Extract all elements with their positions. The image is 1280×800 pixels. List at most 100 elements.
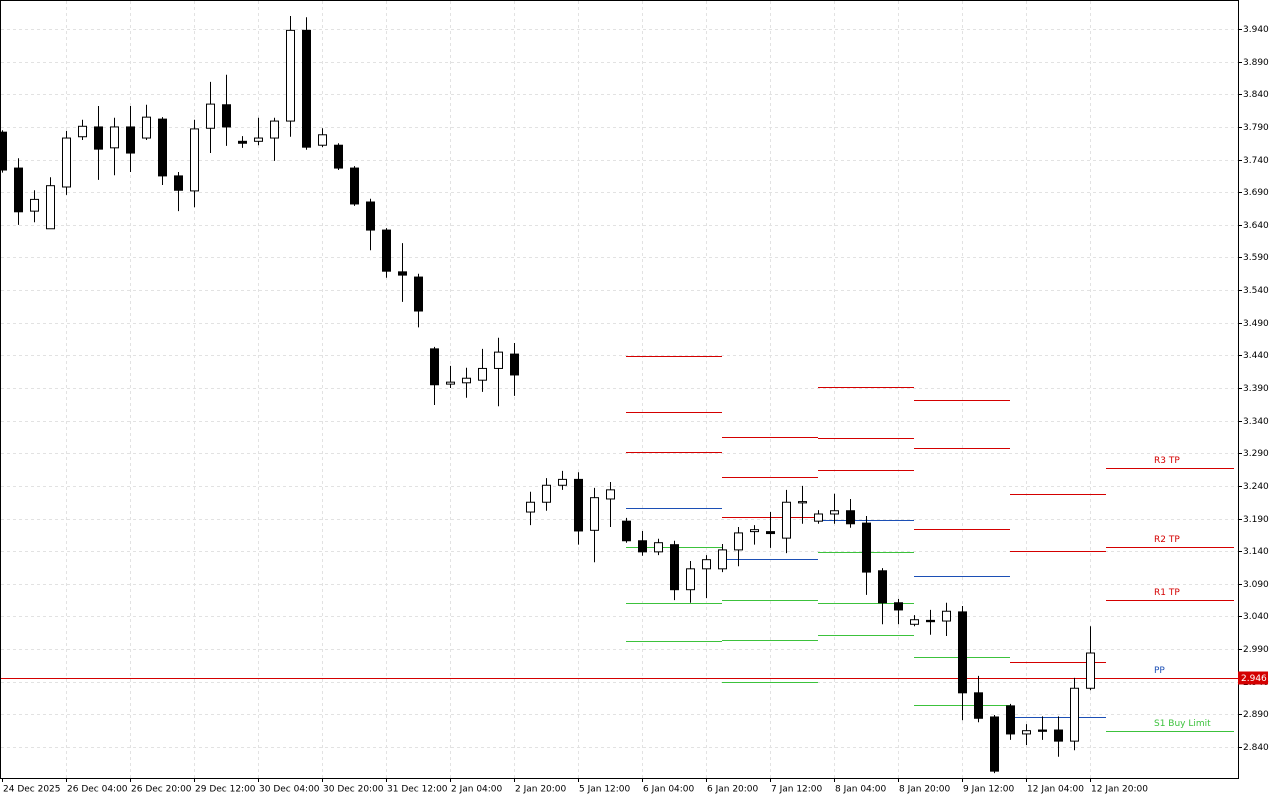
pivot-label: PP	[1154, 666, 1165, 676]
y-tick-label: 3.440	[1243, 351, 1269, 361]
candle-body	[702, 559, 711, 570]
candle-body	[30, 198, 39, 212]
y-tick-label: 3.890	[1243, 58, 1269, 68]
y-tick-label: 3.740	[1243, 156, 1269, 166]
grid	[1, 1, 1238, 778]
candle-body	[878, 570, 887, 604]
candle-body	[526, 501, 535, 513]
candle-body	[606, 489, 615, 500]
candle-body	[478, 367, 487, 381]
candle-body	[590, 497, 599, 531]
candle-body	[846, 510, 855, 525]
pivot-label: R1 TP	[1154, 588, 1180, 598]
x-tick-label: 5 Jan 12:00	[579, 785, 631, 795]
pivot-label: S1 Buy Limit	[1154, 719, 1211, 729]
candle-body	[670, 544, 679, 591]
candle-body	[286, 29, 295, 122]
y-tick-label: 3.390	[1243, 384, 1269, 394]
candle-body	[302, 29, 311, 148]
candle-body	[1054, 729, 1063, 742]
candle-body	[574, 478, 583, 532]
x-tick-label: 2 Jan 04:00	[451, 785, 503, 795]
candle-body	[494, 351, 503, 369]
candle-body	[1038, 729, 1047, 732]
current-price-box	[1238, 671, 1268, 685]
candle-body	[542, 484, 551, 503]
x-tick-label: 30 Dec 20:00	[323, 785, 384, 795]
candle-body	[254, 137, 263, 142]
current-price-label: 2.946	[1241, 674, 1267, 684]
candle-body	[1, 131, 7, 171]
candle-body	[734, 532, 743, 551]
x-tick-label: 26 Dec 20:00	[131, 785, 192, 795]
y-tick-label: 3.840	[1243, 90, 1269, 100]
candle-body	[238, 140, 247, 144]
candle-body	[270, 120, 279, 139]
plot-area: R3 TP R2 TP R1 TP PP S1 Buy Limit	[1, 15, 1238, 774]
candle-body	[1070, 687, 1079, 742]
y-tick-label: 3.940	[1243, 25, 1269, 35]
candle-body	[718, 549, 727, 570]
candle-body	[350, 167, 359, 205]
x-tick-label: 30 Dec 04:00	[259, 785, 320, 795]
candle-body	[110, 126, 119, 149]
candle-body	[558, 478, 567, 486]
candle-body	[766, 531, 775, 535]
candle-body	[398, 271, 407, 276]
candle-body	[78, 125, 87, 138]
pivot-label: R2 TP	[1154, 535, 1180, 545]
candle-body	[510, 353, 519, 376]
candle-body	[366, 201, 375, 231]
y-tick-label: 2.840	[1243, 743, 1269, 753]
candle-body	[958, 611, 967, 694]
candle-body	[654, 542, 663, 553]
candle-body	[142, 116, 151, 139]
candle-body	[382, 229, 391, 272]
y-tick-label: 3.790	[1243, 123, 1269, 133]
x-tick-label: 6 Jan 20:00	[707, 785, 759, 795]
y-tick-label: 3.090	[1243, 580, 1269, 590]
candle-body	[942, 610, 951, 622]
candle-body	[94, 126, 103, 150]
x-tick-label: 2 Jan 20:00	[515, 785, 567, 795]
x-tick-label: 31 Dec 12:00	[387, 785, 448, 795]
candle-body	[798, 501, 807, 504]
y-tick-label: 3.540	[1243, 286, 1269, 296]
y-tick-label: 3.240	[1243, 482, 1269, 492]
candle-body	[926, 619, 935, 623]
axes: 3.940 3.890 3.840 3.790 3.740 3.690 3.640 3.590…	[2, 25, 1269, 795]
x-tick-label: 6 Jan 04:00	[643, 785, 695, 795]
pivot-label: R3 TP	[1154, 456, 1180, 466]
candle-body	[686, 568, 695, 591]
candle-body	[318, 134, 327, 146]
y-tick-label: 2.990	[1243, 645, 1269, 655]
candle-body	[190, 128, 199, 192]
candle-body	[830, 510, 839, 515]
candle-body	[622, 520, 631, 542]
candle-body	[14, 167, 23, 213]
x-tick-label: 12 Jan 04:00	[1027, 785, 1084, 795]
y-tick-label: 3.340	[1243, 417, 1269, 427]
candle-body	[638, 540, 647, 553]
x-tick-label: 29 Dec 12:00	[195, 785, 256, 795]
x-tick-label: 7 Jan 12:00	[771, 785, 823, 795]
y-tick-label: 3.490	[1243, 319, 1269, 329]
candle-body	[430, 348, 439, 386]
y-tick-label: 3.590	[1243, 253, 1269, 263]
candle-body	[62, 137, 71, 188]
y-tick-label: 3.190	[1243, 515, 1269, 525]
y-tick-label: 3.140	[1243, 547, 1269, 557]
candle-body	[990, 716, 999, 772]
candle-body	[814, 513, 823, 522]
candle-body	[750, 529, 759, 533]
x-tick-label: 12 Jan 20:00	[1091, 785, 1148, 795]
plot-frame	[0, 0, 1239, 779]
y-tick-label: 3.640	[1243, 221, 1269, 231]
candle-body	[414, 276, 423, 312]
x-tick-label: 26 Dec 04:00	[67, 785, 128, 795]
candle-body	[782, 501, 791, 539]
candle-body	[158, 118, 167, 177]
y-tick-label: 3.690	[1243, 188, 1269, 198]
candle-body	[446, 381, 455, 385]
